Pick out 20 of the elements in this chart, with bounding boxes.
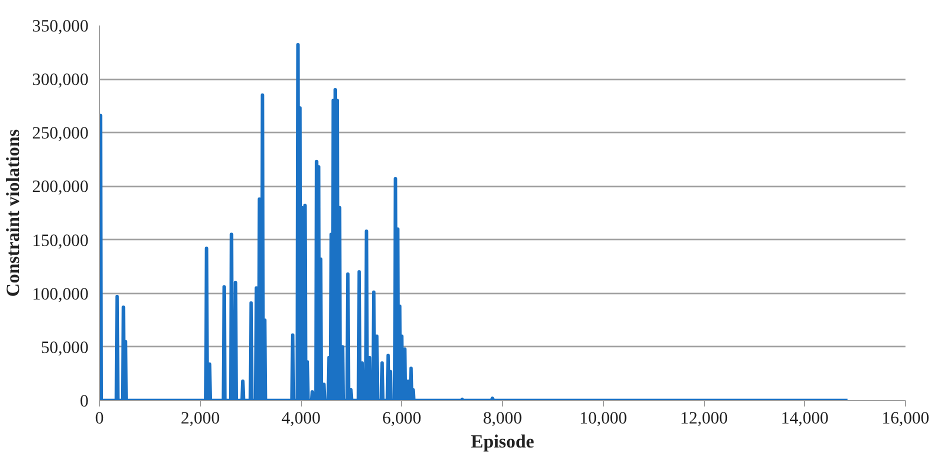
y-tick-label: 0 <box>80 392 89 410</box>
y-tick-label: 150,000 <box>32 230 89 250</box>
x-tick-label: 14,000 <box>780 408 829 428</box>
x-tick-label: 2,000 <box>180 408 220 428</box>
y-tick-label: 50,000 <box>40 338 89 357</box>
y-tick-label: 350,000 <box>32 16 89 36</box>
x-tick-label: 8,000 <box>483 408 522 428</box>
x-tick-label: 0 <box>95 408 104 428</box>
line-series <box>100 43 850 400</box>
y-tick-label: 100,000 <box>32 284 89 304</box>
y-tick-label: 250,000 <box>32 124 89 143</box>
y-tick-label: 300,000 <box>32 70 89 90</box>
y-axis-title: Constraint violations <box>3 129 24 297</box>
x-tick-label: 16,000 <box>882 408 930 428</box>
x-tick-label: 12,000 <box>680 408 728 428</box>
x-tick-label: 6,000 <box>382 408 422 428</box>
x-tick-label: 10,000 <box>579 408 628 428</box>
x-tick-label: 4,000 <box>282 408 321 428</box>
y-tick-label: 200,000 <box>32 177 89 196</box>
x-axis-title: Episode <box>470 432 534 452</box>
